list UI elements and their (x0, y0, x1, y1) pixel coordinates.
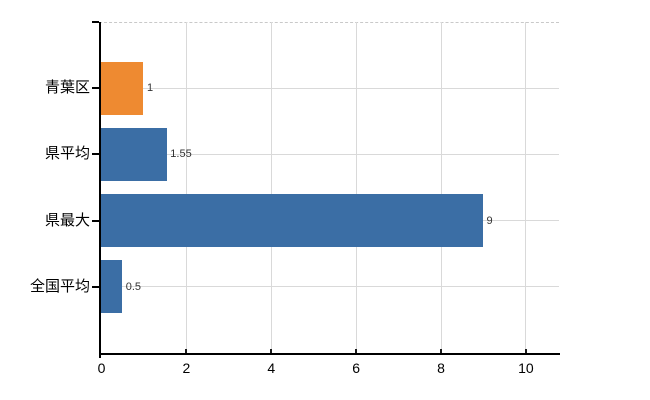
x-tick-label: 4 (267, 360, 276, 376)
gridline-vertical (440, 22, 442, 353)
bar[interactable] (101, 194, 483, 248)
gridline-horizontal (101, 286, 559, 288)
category-label: 青葉区 (44, 79, 90, 97)
x-tick-label: 0 (97, 360, 106, 376)
x-tick-mark (270, 349, 273, 353)
category-label: 全国平均 (29, 277, 90, 295)
gridline-vertical (270, 22, 272, 353)
gridline-horizontal (101, 153, 559, 155)
x-tick-label: 10 (518, 360, 534, 376)
category-tick (92, 285, 99, 288)
bar[interactable] (101, 260, 123, 314)
gridline-vertical (355, 22, 357, 353)
bar-value-label: 9 (486, 214, 493, 227)
x-axis-line (99, 353, 560, 355)
y-axis-line (99, 22, 101, 358)
x-tick-mark (355, 349, 358, 353)
x-tick-mark (440, 349, 443, 353)
category-label: 県最大 (44, 211, 90, 229)
category-tick (92, 87, 99, 90)
category-label: 県平均 (44, 145, 90, 163)
x-tick-label: 6 (352, 360, 361, 376)
bar-value-label: 1.55 (170, 148, 192, 161)
y-axis-top-tick (92, 21, 99, 23)
bar-value-label: 0.5 (125, 280, 142, 293)
x-tick-label: 8 (437, 360, 445, 376)
x-tick-label: 2 (182, 360, 191, 376)
bar-value-label: 1 (146, 82, 154, 95)
gridline-vertical (525, 22, 527, 353)
plot-top-border (99, 22, 559, 23)
bar[interactable] (101, 127, 167, 181)
x-tick-mark (185, 349, 188, 353)
gridline-vertical (185, 22, 187, 353)
category-tick (92, 219, 99, 222)
x-tick-mark (524, 349, 527, 353)
category-tick (92, 153, 99, 156)
bar[interactable] (101, 61, 144, 115)
gridline-horizontal (101, 87, 559, 89)
